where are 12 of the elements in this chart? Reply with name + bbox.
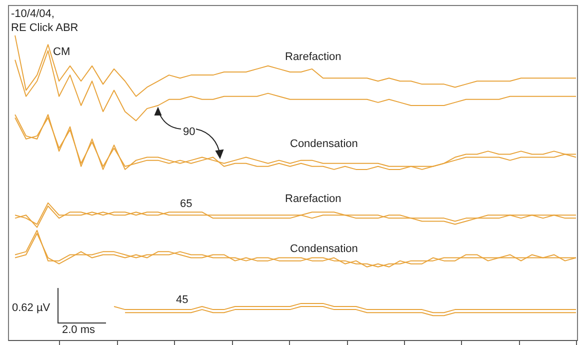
text: RE Click ABR	[11, 22, 78, 34]
annotation: 65	[180, 198, 192, 210]
annotation: 90	[183, 126, 196, 138]
annotation: Condensation	[290, 243, 358, 255]
annotation: Rarefaction	[285, 51, 342, 63]
annotation: CM	[53, 46, 70, 58]
annotation: 45	[176, 294, 188, 306]
annotation: Rarefaction	[285, 193, 342, 205]
annotation: 2.0 ms	[62, 324, 96, 336]
annotation: Condensation	[290, 138, 358, 150]
text: -10/4/04,	[11, 8, 54, 20]
annotation: 0.62 µV	[12, 302, 51, 314]
